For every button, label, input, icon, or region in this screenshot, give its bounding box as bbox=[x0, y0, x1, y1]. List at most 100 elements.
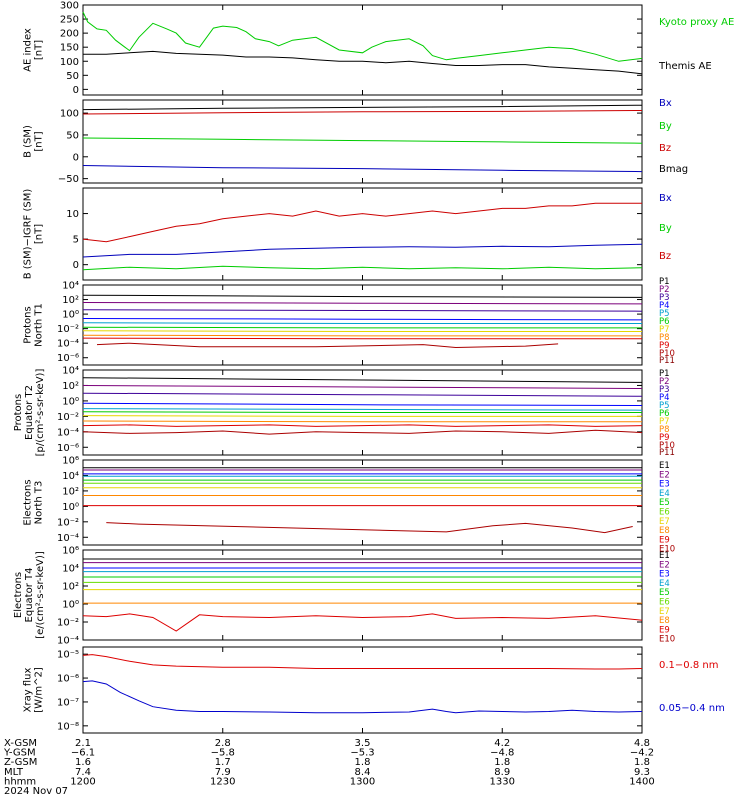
y-tick-label: 0 bbox=[73, 85, 79, 96]
series-line-p9 bbox=[82, 424, 643, 427]
y-tick-label: 10² bbox=[62, 582, 79, 593]
legend-entry: P5 bbox=[659, 401, 670, 411]
y-tick-label: 50 bbox=[66, 71, 79, 82]
series-line-themis-ae bbox=[83, 50, 643, 75]
x-axis-row-value: 1200 bbox=[70, 776, 95, 787]
y-tick-label: 10⁴ bbox=[62, 471, 79, 482]
series-line-p6 bbox=[82, 326, 642, 329]
y-tick-label: 10⁴ bbox=[62, 281, 79, 292]
y-tick-label: 300 bbox=[60, 1, 79, 12]
x-axis-row-value: 1300 bbox=[350, 776, 375, 787]
x-axis-row-value: −6.1 bbox=[71, 748, 95, 759]
y-tick-label: 10⁻⁸ bbox=[57, 721, 79, 732]
series-line-p2 bbox=[82, 302, 643, 305]
legend-entry: P8 bbox=[659, 333, 670, 343]
series-line-p5 bbox=[82, 408, 643, 411]
y-tick-label: 50 bbox=[66, 130, 79, 141]
y-tick-label: 10² bbox=[62, 295, 79, 306]
y-axis-label: Xray flux bbox=[23, 668, 34, 713]
legend-entry: Bx bbox=[659, 193, 672, 204]
y-axis-label: North T3 bbox=[34, 481, 45, 525]
legend-entry: 0.1−0.8 nm bbox=[659, 660, 718, 671]
legend-entry: P11 bbox=[659, 356, 675, 366]
legend-entry: E3 bbox=[659, 570, 670, 580]
series-line-kyoto-proxy-ae bbox=[82, 11, 643, 62]
legend-entry: Bz bbox=[659, 251, 671, 262]
y-axis-label: [nT] bbox=[34, 224, 45, 244]
y-tick-label: 10⁻⁷ bbox=[57, 697, 79, 708]
y-tick-label: 10² bbox=[62, 486, 79, 497]
legend-entry: P1 bbox=[659, 277, 670, 287]
y-tick-label: 10⁻⁴ bbox=[57, 636, 79, 647]
x-axis-row-value: 7.4 bbox=[75, 767, 91, 778]
y-tick-label: 10⁻² bbox=[57, 517, 79, 528]
y-tick-label: 10⁻⁴ bbox=[57, 339, 79, 350]
y-tick-label: 10⁻⁵ bbox=[57, 650, 79, 661]
series-line-p4 bbox=[82, 402, 643, 406]
x-axis-row-label: X-GSM bbox=[4, 738, 37, 749]
y-tick-label: 200 bbox=[60, 29, 79, 40]
legend-entry: E1 bbox=[659, 461, 670, 471]
legend-entry: E1 bbox=[659, 551, 670, 561]
legend-entry: P8 bbox=[659, 425, 670, 435]
legend-entry: P6 bbox=[659, 317, 670, 327]
y-axis-label: Equator T2 bbox=[24, 385, 35, 440]
x-axis-row-value: 4.8 bbox=[634, 738, 650, 749]
x-axis-row-value: −5.8 bbox=[211, 748, 235, 759]
legend-entry: P10 bbox=[659, 441, 675, 451]
legend-entry: Bx bbox=[659, 98, 672, 109]
x-axis-row-value: 4.2 bbox=[494, 738, 510, 749]
legend-entry: E4 bbox=[659, 489, 670, 499]
legend-entry: E4 bbox=[659, 579, 670, 589]
y-axis-label: [W/m^2] bbox=[34, 667, 45, 713]
series-line-e10 bbox=[106, 522, 633, 534]
y-tick-label: 10⁰ bbox=[62, 310, 79, 321]
x-axis-row-value: 1.8 bbox=[634, 757, 650, 768]
legend-entry: P11 bbox=[659, 448, 675, 458]
y-axis-label: [nT] bbox=[34, 40, 45, 60]
x-axis-row-value: 1.6 bbox=[75, 757, 91, 768]
series-line-p8 bbox=[82, 420, 642, 423]
series-line-bz bbox=[82, 202, 642, 243]
series-line-bz bbox=[82, 110, 643, 115]
legend-entry: P9 bbox=[659, 341, 670, 351]
y-tick-label: 5 bbox=[73, 235, 79, 246]
x-axis-row-value: 8.9 bbox=[494, 767, 510, 778]
y-tick-label: 10⁶ bbox=[62, 456, 79, 467]
x-axis-row-value: 1330 bbox=[490, 776, 515, 787]
x-axis-row-value: 9.3 bbox=[634, 767, 650, 778]
series-line-p4 bbox=[82, 318, 643, 321]
series-line-0-05-0-4-nm bbox=[82, 680, 643, 714]
y-axis-label: Electrons bbox=[13, 572, 24, 618]
y-tick-label: 100 bbox=[60, 57, 79, 68]
legend-entry: P2 bbox=[659, 377, 670, 387]
y-tick-label: 10 bbox=[66, 209, 79, 220]
series-line-p6 bbox=[82, 411, 642, 413]
legend-entry: E7 bbox=[659, 517, 670, 527]
y-tick-label: 10² bbox=[62, 381, 79, 392]
x-axis-row-value: 1.8 bbox=[494, 757, 510, 768]
series-line-p5 bbox=[82, 322, 642, 324]
y-axis-label: B (SM)−IGRF (SM) bbox=[23, 189, 34, 280]
series-line-p10 bbox=[96, 342, 559, 349]
x-axis-row-label: MLT bbox=[4, 767, 24, 778]
y-axis-label: AE index bbox=[23, 28, 34, 72]
y-axis-label: Protons bbox=[23, 306, 34, 343]
y-tick-label: 0 bbox=[73, 260, 79, 271]
y-tick-label: 10⁰ bbox=[62, 502, 79, 513]
legend-entry: E6 bbox=[659, 508, 670, 518]
series-line-e9 bbox=[82, 613, 643, 632]
series-line-p1 bbox=[82, 294, 643, 298]
series-line-bx bbox=[82, 165, 643, 173]
legend-entry: E10 bbox=[659, 635, 675, 645]
legend-entry: Kyoto proxy AE bbox=[659, 17, 734, 28]
y-tick-label: 150 bbox=[60, 43, 79, 54]
y-tick-label: 10⁻⁶ bbox=[57, 674, 79, 685]
legend-entry: P5 bbox=[659, 309, 670, 319]
y-tick-label: 10⁻⁶ bbox=[57, 353, 79, 364]
legend-entry: P7 bbox=[659, 325, 670, 335]
legend-entry: E10 bbox=[659, 545, 675, 555]
series-line-0-1-0-8-nm bbox=[82, 654, 643, 670]
y-tick-label: 10⁻⁴ bbox=[57, 427, 79, 438]
